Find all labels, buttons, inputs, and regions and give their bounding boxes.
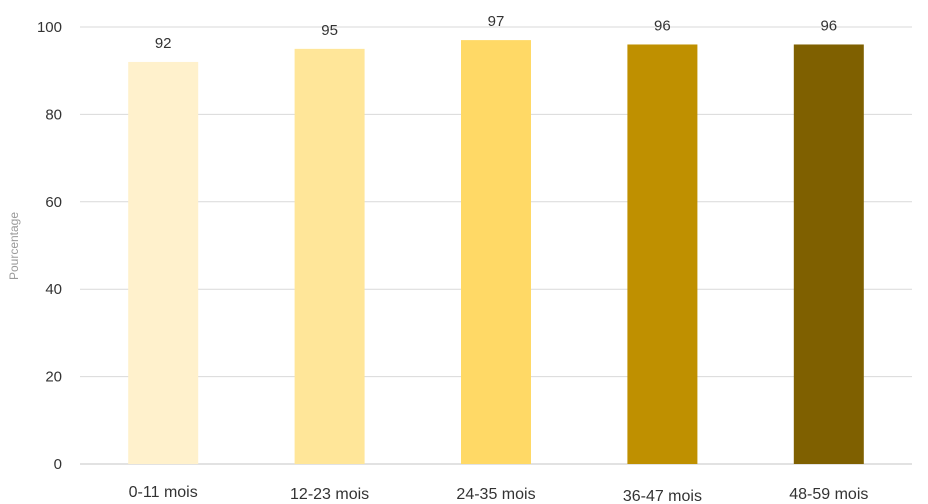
bar-0-11-mois xyxy=(128,61,199,465)
y-tick-label-40: 40 xyxy=(45,281,62,298)
value-label-0: 92 xyxy=(155,35,172,52)
y-tick-label-80: 80 xyxy=(45,106,62,123)
x-axis-category-labels: 0-11 mois 12-23 mois 24-35 mois 36-47 mois 4… xyxy=(129,484,869,504)
x-category-label-4: 48-59 mois xyxy=(789,486,868,503)
bar-48-59-mois xyxy=(793,44,864,464)
value-labels: 92 95 97 96 96 xyxy=(155,13,837,52)
bar-24-35-mois xyxy=(461,40,531,465)
x-category-label-2: 24-35 mois xyxy=(456,486,535,503)
value-label-4: 96 xyxy=(820,17,837,34)
x-category-label-0: 0-11 mois xyxy=(129,484,198,501)
value-label-2: 97 xyxy=(488,13,505,30)
y-tick-label-100: 100 xyxy=(37,19,62,36)
x-category-label-1: 12-23 mois xyxy=(290,486,369,503)
x-category-label-3: 36-47 mois xyxy=(623,488,702,504)
value-label-1: 95 xyxy=(321,22,338,39)
bar-12-23-mois xyxy=(294,48,365,464)
bar-36-47-mois xyxy=(627,44,698,464)
value-label-3: 96 xyxy=(654,17,671,34)
bars xyxy=(128,40,864,465)
y-tick-label-20: 20 xyxy=(45,369,62,386)
y-tick-label-60: 60 xyxy=(45,194,62,211)
y-axis-title: Pourcentage xyxy=(7,212,21,280)
y-tick-label-0: 0 xyxy=(54,456,62,473)
y-axis-tick-labels: 0 20 40 60 80 100 xyxy=(37,19,62,473)
